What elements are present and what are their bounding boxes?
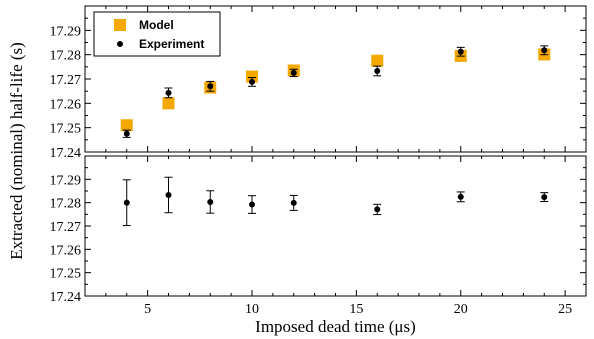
model-point: [246, 70, 258, 83]
y-tick-label: 17.26: [50, 97, 82, 112]
experiment-point: [249, 201, 255, 208]
experiment-point: [290, 199, 297, 206]
x-tick-label: 15: [349, 302, 363, 317]
legend: Model Experiment: [93, 11, 221, 57]
experiment-point: [123, 130, 130, 137]
y-tick-label: 17.26: [50, 243, 82, 258]
legend-experiment-marker: [117, 41, 123, 47]
legend-label: Model: [139, 18, 174, 32]
y-tick-label: 17.25: [50, 267, 82, 282]
y-tick-label: 17.24: [50, 146, 82, 161]
y-tick-label: 17.24: [50, 290, 82, 305]
x-tick-label: 25: [558, 302, 572, 317]
top-panel: 17.24 17.25 17.26 17.27 17.28 17.29: [50, 5, 587, 161]
x-tick-label: 5: [144, 302, 151, 317]
model-point: [162, 97, 175, 110]
experiment-point: [290, 69, 297, 76]
model-point: [120, 119, 133, 132]
experiment-point: [374, 206, 381, 213]
bottom-panel: 17.24 17.25 17.26 17.27 17.28 17.29: [50, 155, 587, 305]
y-tick-label: 17.25: [50, 122, 82, 137]
experiment-point: [165, 191, 172, 198]
legend-label: Experiment: [139, 37, 204, 51]
experiment-point: [165, 89, 172, 96]
experiment-point: [457, 193, 464, 200]
x-tick-label: 20: [454, 302, 468, 317]
experiment-point: [541, 194, 548, 201]
experiment-point: [457, 48, 464, 55]
x-axis-title: Imposed dead time (μs): [255, 317, 416, 336]
legend-model-marker: [114, 19, 126, 31]
x-tick-label: 10: [245, 302, 259, 317]
y-tick-label: 17.29: [50, 173, 82, 188]
y-tick-label: 17.27: [50, 73, 82, 88]
experiment-point: [541, 47, 548, 54]
model-point: [371, 54, 384, 67]
experiment-point: [249, 78, 255, 85]
bottom-frame: [84, 155, 587, 297]
x-axis: 5 10 15 20 25: [144, 302, 572, 317]
y-tick-label: 17.29: [50, 24, 82, 39]
experiment-point: [207, 83, 214, 90]
experiment-point: [123, 199, 130, 206]
experiment-point: [207, 198, 214, 205]
y-tick-label: 17.28: [50, 49, 82, 64]
y-tick-label: 17.28: [50, 197, 82, 212]
y-axis-title: Extracted (nominal) half-life (s): [7, 42, 26, 260]
experiment-point: [374, 67, 381, 74]
y-tick-label: 17.27: [50, 220, 82, 235]
